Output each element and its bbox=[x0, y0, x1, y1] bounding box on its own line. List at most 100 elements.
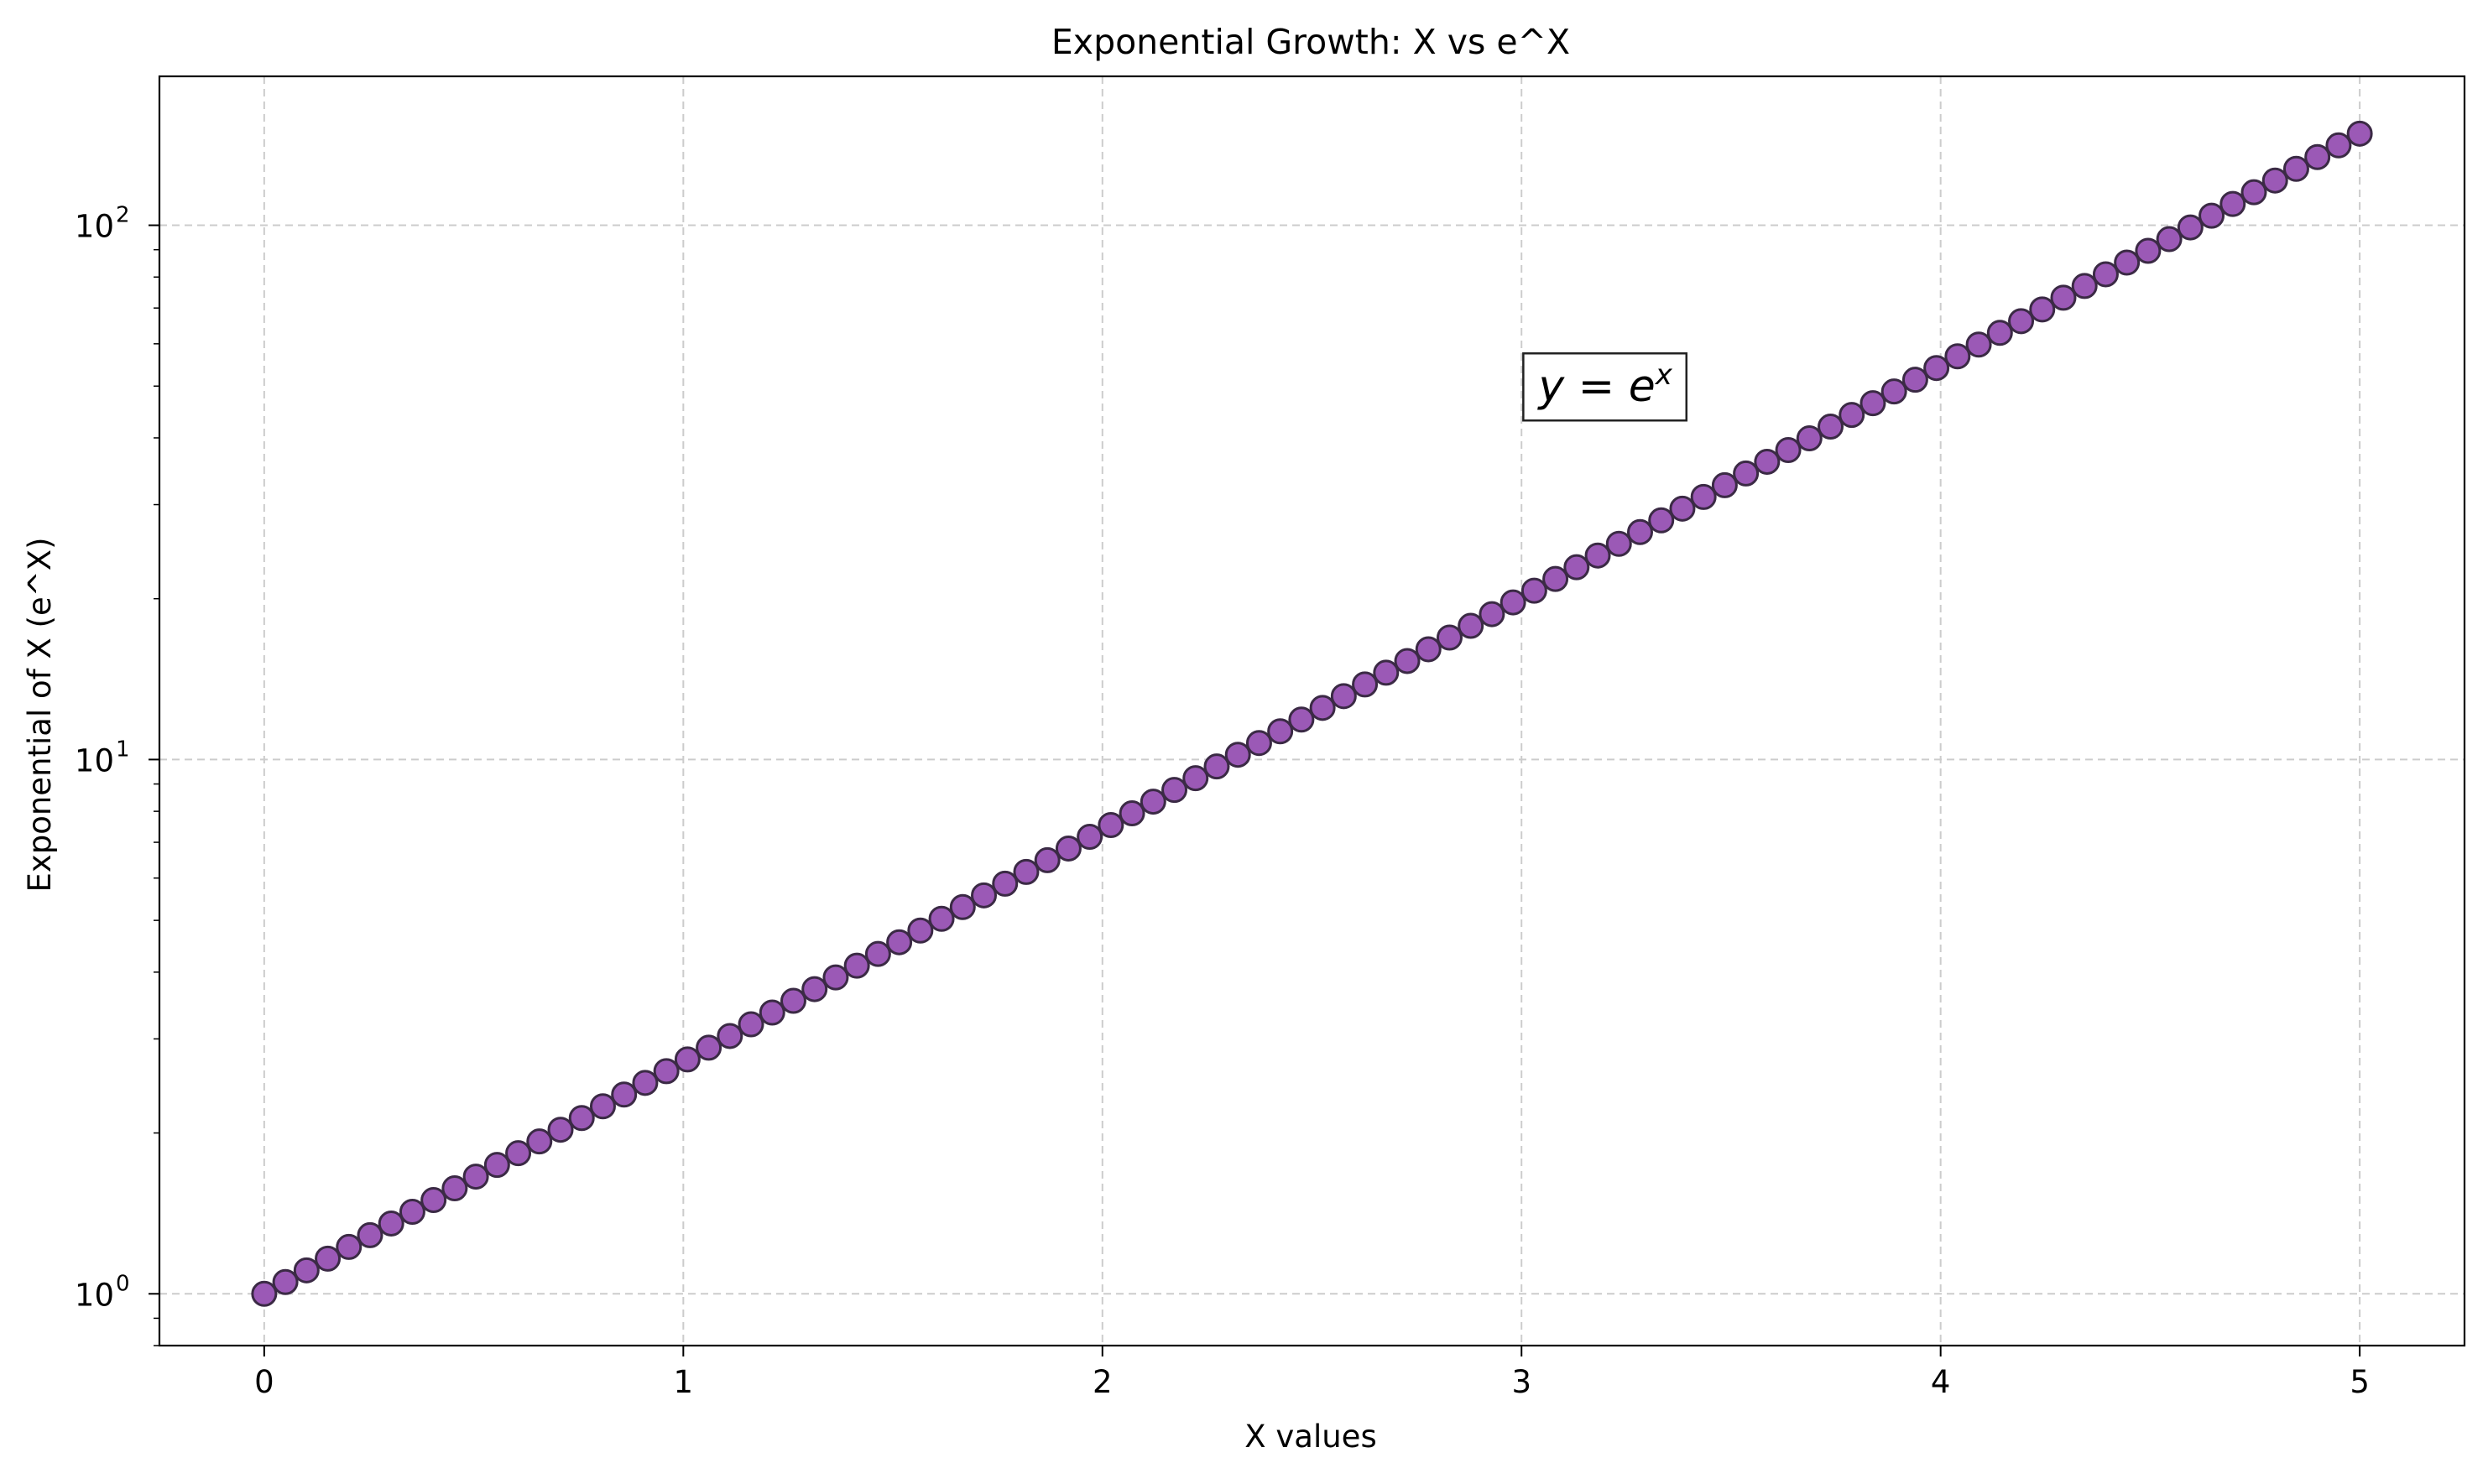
data-point bbox=[462, 1164, 489, 1190]
data-point bbox=[1267, 718, 1294, 745]
data-point bbox=[1626, 518, 1653, 545]
data-point bbox=[1500, 589, 1526, 616]
y-tick-label: 10 bbox=[75, 209, 114, 245]
data-point bbox=[1859, 390, 1886, 417]
data-point bbox=[1055, 835, 1082, 862]
data-point bbox=[632, 1070, 659, 1096]
data-point bbox=[1944, 343, 1971, 370]
data-point bbox=[1458, 612, 1484, 639]
data-point bbox=[1818, 414, 1844, 440]
data-point bbox=[1077, 823, 1103, 850]
annotation-box bbox=[1522, 351, 1688, 422]
y-tick-label: 10 bbox=[75, 742, 114, 778]
data-point bbox=[357, 1221, 383, 1248]
data-point bbox=[1901, 367, 1928, 393]
x-tick-label: 5 bbox=[2350, 1364, 2370, 1400]
y-tick-exponent: 0 bbox=[116, 1271, 130, 1296]
data-point bbox=[1373, 659, 1400, 686]
data-point bbox=[1520, 577, 1547, 604]
data-point bbox=[2092, 261, 2119, 288]
data-point bbox=[1839, 402, 1865, 429]
data-point bbox=[2050, 284, 2077, 311]
data-point bbox=[505, 1140, 532, 1167]
data-point bbox=[1394, 648, 1421, 674]
data-point bbox=[336, 1233, 363, 1260]
data-point bbox=[674, 1046, 701, 1073]
data-point bbox=[547, 1117, 574, 1143]
data-point bbox=[293, 1257, 320, 1284]
data-point bbox=[1775, 436, 1802, 463]
data-point bbox=[1754, 448, 1781, 475]
data-point bbox=[251, 1280, 278, 1307]
data-point bbox=[399, 1198, 425, 1225]
data-point bbox=[801, 976, 828, 1002]
data-point bbox=[971, 882, 998, 909]
data-point bbox=[653, 1058, 680, 1085]
data-point bbox=[1965, 331, 1992, 358]
data-point bbox=[907, 917, 934, 944]
data-point bbox=[717, 1023, 743, 1049]
data-point bbox=[1563, 554, 1590, 581]
data-point bbox=[992, 870, 1019, 897]
data-point bbox=[864, 940, 891, 967]
data-point bbox=[1923, 355, 1950, 382]
data-point bbox=[738, 1011, 764, 1038]
data-point bbox=[1182, 765, 1209, 792]
y-tick-exponent: 1 bbox=[116, 737, 130, 762]
data-point bbox=[1733, 460, 1760, 487]
data-point bbox=[780, 987, 806, 1014]
data-points bbox=[251, 120, 2373, 1307]
y-tick-label: 10 bbox=[75, 1277, 114, 1313]
x-axis-label: X values bbox=[1244, 1419, 1376, 1455]
data-point bbox=[2114, 249, 2141, 276]
data-point bbox=[1605, 530, 1632, 557]
data-point bbox=[483, 1152, 510, 1179]
data-point bbox=[843, 952, 870, 979]
data-point bbox=[315, 1245, 342, 1272]
data-point bbox=[1140, 789, 1166, 815]
annotation-text: y = ex bbox=[1536, 358, 1672, 412]
data-point bbox=[822, 964, 849, 991]
data-point bbox=[1288, 706, 1315, 733]
data-point bbox=[1309, 695, 1336, 721]
data-point bbox=[928, 905, 955, 932]
x-tick-label: 1 bbox=[674, 1364, 694, 1400]
data-point bbox=[441, 1175, 468, 1202]
data-point bbox=[759, 999, 785, 1026]
data-point bbox=[420, 1187, 447, 1214]
data-point bbox=[526, 1128, 553, 1155]
data-point bbox=[1098, 812, 1124, 839]
data-point bbox=[1415, 636, 1442, 663]
plot-frame bbox=[158, 75, 2466, 1347]
y-tick-exponent: 2 bbox=[116, 203, 130, 228]
data-point bbox=[1330, 683, 1357, 710]
data-point bbox=[2346, 120, 2373, 147]
data-point bbox=[1986, 320, 2013, 346]
data-point bbox=[2304, 143, 2331, 170]
data-point bbox=[2071, 273, 2098, 299]
data-point bbox=[886, 929, 913, 955]
data-point bbox=[1224, 742, 1251, 768]
data-point bbox=[2240, 179, 2267, 206]
annotation-sup: x bbox=[1655, 358, 1673, 392]
data-point bbox=[2177, 214, 2204, 241]
data-point bbox=[2029, 296, 2056, 323]
data-point bbox=[2199, 202, 2225, 229]
chart-title: Exponential Growth: X vs e^X bbox=[1051, 22, 1570, 62]
data-point bbox=[949, 893, 976, 920]
x-tick-label: 3 bbox=[1511, 1364, 1531, 1400]
x-tick-label: 0 bbox=[254, 1364, 274, 1400]
data-point bbox=[1880, 378, 1907, 405]
grid bbox=[159, 76, 2465, 1346]
data-point bbox=[1584, 542, 1611, 569]
data-point bbox=[1669, 495, 1696, 522]
data-point bbox=[2325, 132, 2352, 159]
annotation-main: y = e bbox=[1536, 362, 1655, 412]
data-point bbox=[1013, 858, 1040, 885]
data-point bbox=[1479, 601, 1505, 627]
data-point bbox=[378, 1210, 404, 1237]
data-point bbox=[1542, 565, 1569, 592]
